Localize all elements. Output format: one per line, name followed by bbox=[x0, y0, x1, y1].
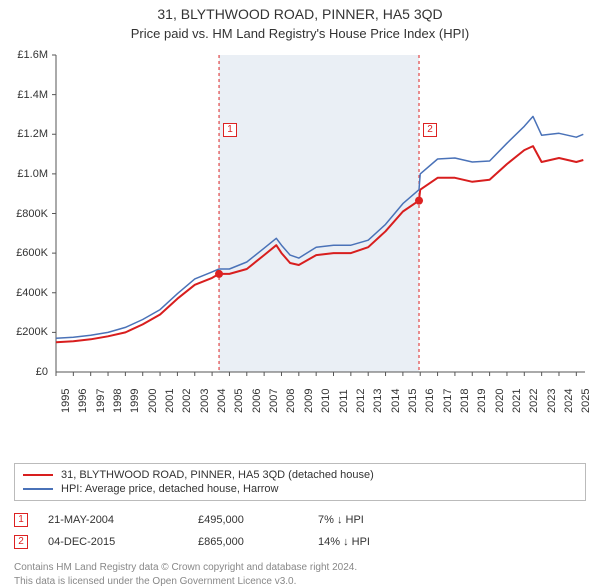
x-axis-label: 2011 bbox=[338, 389, 350, 413]
x-axis-label: 2007 bbox=[268, 389, 280, 413]
sales-table: 1 21-MAY-2004 £495,000 7% ↓ HPI 2 04-DEC… bbox=[14, 509, 586, 553]
x-axis-label: 2025 bbox=[580, 389, 592, 413]
x-axis-label: 2006 bbox=[251, 389, 263, 413]
y-axis-label: £1.0M bbox=[17, 168, 48, 180]
legend-item: 31, BLYTHWOOD ROAD, PINNER, HA5 3QD (det… bbox=[23, 468, 577, 482]
sale-date: 21-MAY-2004 bbox=[48, 514, 178, 526]
sale-pct: 7% ↓ HPI bbox=[318, 514, 438, 526]
legend-label: HPI: Average price, detached house, Harr… bbox=[61, 483, 278, 495]
x-axis-label: 2010 bbox=[320, 389, 332, 413]
footer-line: Contains HM Land Registry data © Crown c… bbox=[14, 561, 586, 575]
x-axis-label: 2016 bbox=[424, 389, 436, 413]
legend: 31, BLYTHWOOD ROAD, PINNER, HA5 3QD (det… bbox=[14, 463, 586, 501]
legend-item: HPI: Average price, detached house, Harr… bbox=[23, 482, 577, 496]
title-block: 31, BLYTHWOOD ROAD, PINNER, HA5 3QD Pric… bbox=[0, 0, 600, 41]
x-axis-label: 2017 bbox=[442, 389, 454, 413]
x-axis-label: 2009 bbox=[303, 389, 315, 413]
sale-date: 04-DEC-2015 bbox=[48, 536, 178, 548]
sale-marker-icon: 2 bbox=[14, 535, 28, 549]
sales-row: 1 21-MAY-2004 £495,000 7% ↓ HPI bbox=[14, 509, 586, 531]
title-address: 31, BLYTHWOOD ROAD, PINNER, HA5 3QD bbox=[0, 6, 600, 22]
x-axis-label: 2004 bbox=[216, 389, 228, 413]
x-axis-label: 2005 bbox=[233, 389, 245, 413]
y-axis-label: £1.4M bbox=[17, 89, 48, 101]
chart-svg bbox=[10, 49, 590, 419]
x-axis-label: 2018 bbox=[459, 389, 471, 413]
x-axis-label: 2008 bbox=[285, 389, 297, 413]
legend-label: 31, BLYTHWOOD ROAD, PINNER, HA5 3QD (det… bbox=[61, 469, 374, 481]
sale-price: £495,000 bbox=[198, 514, 298, 526]
chart-marker-label: 2 bbox=[423, 123, 437, 137]
x-axis-label: 2015 bbox=[407, 389, 419, 413]
y-axis-label: £400K bbox=[16, 287, 48, 299]
chart-marker-label: 1 bbox=[223, 123, 237, 137]
x-axis-label: 1998 bbox=[112, 389, 124, 413]
footer-line: This data is licensed under the Open Gov… bbox=[14, 575, 586, 588]
x-axis-label: 2023 bbox=[546, 389, 558, 413]
chart: £0 £200K £400K £600K £800K £1.0M £1.2M £1.4M £1.… bbox=[10, 49, 590, 419]
x-axis-label: 1995 bbox=[60, 389, 72, 413]
x-axis-label: 2003 bbox=[199, 389, 211, 413]
x-axis-label: 2001 bbox=[164, 389, 176, 413]
sales-row: 2 04-DEC-2015 £865,000 14% ↓ HPI bbox=[14, 531, 586, 553]
y-axis-label: £600K bbox=[16, 247, 48, 259]
x-axis-label: 2012 bbox=[355, 389, 367, 413]
x-axis-label: 2014 bbox=[390, 389, 402, 413]
x-axis-label: 1999 bbox=[129, 389, 141, 413]
y-axis-label: £800K bbox=[16, 208, 48, 220]
x-axis-label: 2020 bbox=[494, 389, 506, 413]
legend-swatch bbox=[23, 474, 53, 476]
y-axis-label: £0 bbox=[36, 366, 48, 378]
y-axis-label: £1.6M bbox=[17, 49, 48, 61]
sale-price: £865,000 bbox=[198, 536, 298, 548]
legend-swatch bbox=[23, 488, 53, 490]
x-axis-label: 2002 bbox=[181, 389, 193, 413]
x-axis-label: 1996 bbox=[77, 389, 89, 413]
x-axis-label: 2021 bbox=[511, 389, 523, 413]
x-axis-label: 2019 bbox=[476, 389, 488, 413]
title-subtitle: Price paid vs. HM Land Registry's House … bbox=[0, 26, 600, 41]
sale-pct: 14% ↓ HPI bbox=[318, 536, 438, 548]
x-axis-label: 2022 bbox=[528, 389, 540, 413]
x-axis-label: 2013 bbox=[372, 389, 384, 413]
y-axis-label: £1.2M bbox=[17, 128, 48, 140]
x-axis-label: 2024 bbox=[563, 389, 575, 413]
x-axis-label: 1997 bbox=[95, 389, 107, 413]
x-axis-label: 2000 bbox=[147, 389, 159, 413]
y-axis-label: £200K bbox=[16, 326, 48, 338]
footer-license: Contains HM Land Registry data © Crown c… bbox=[14, 561, 586, 588]
sale-marker-icon: 1 bbox=[14, 513, 28, 527]
